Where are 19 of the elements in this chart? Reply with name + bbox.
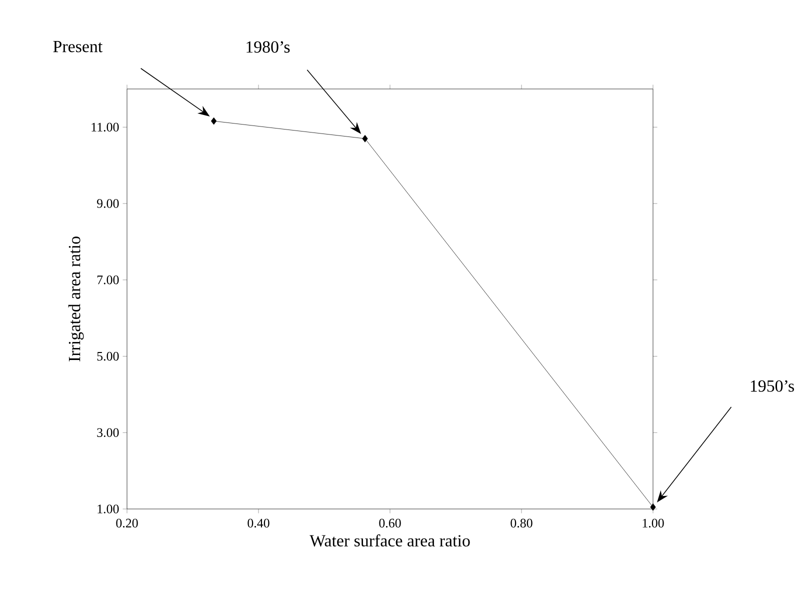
x-axis-title: Water surface area ratio (310, 534, 470, 547)
y-tick-label: 9.00 (96, 199, 119, 208)
y-tick-label: 3.00 (97, 428, 119, 438)
point (650, 503, 656, 511)
y-axis-title: Irrigated area ratio (68, 236, 84, 362)
text: 1950’s (750, 380, 794, 392)
y-tick-label: 5.00 (97, 352, 119, 361)
y-tick-label: 1.00 (98, 504, 119, 514)
point (362, 134, 368, 142)
point (210, 117, 217, 125)
x-tick-label: 0.60 (379, 518, 401, 528)
text: Present (53, 40, 103, 52)
x-tick-label: 0.20 (116, 518, 138, 528)
text: 1980’s (246, 41, 290, 53)
x-tick-label: 0.40 (248, 518, 270, 528)
y-tick-label: 7.00 (97, 276, 119, 284)
x-tick-label: 0.80 (510, 518, 532, 528)
x-tick-label: 1.00 (642, 518, 664, 528)
y-tick-label: 11.00 (92, 122, 119, 132)
